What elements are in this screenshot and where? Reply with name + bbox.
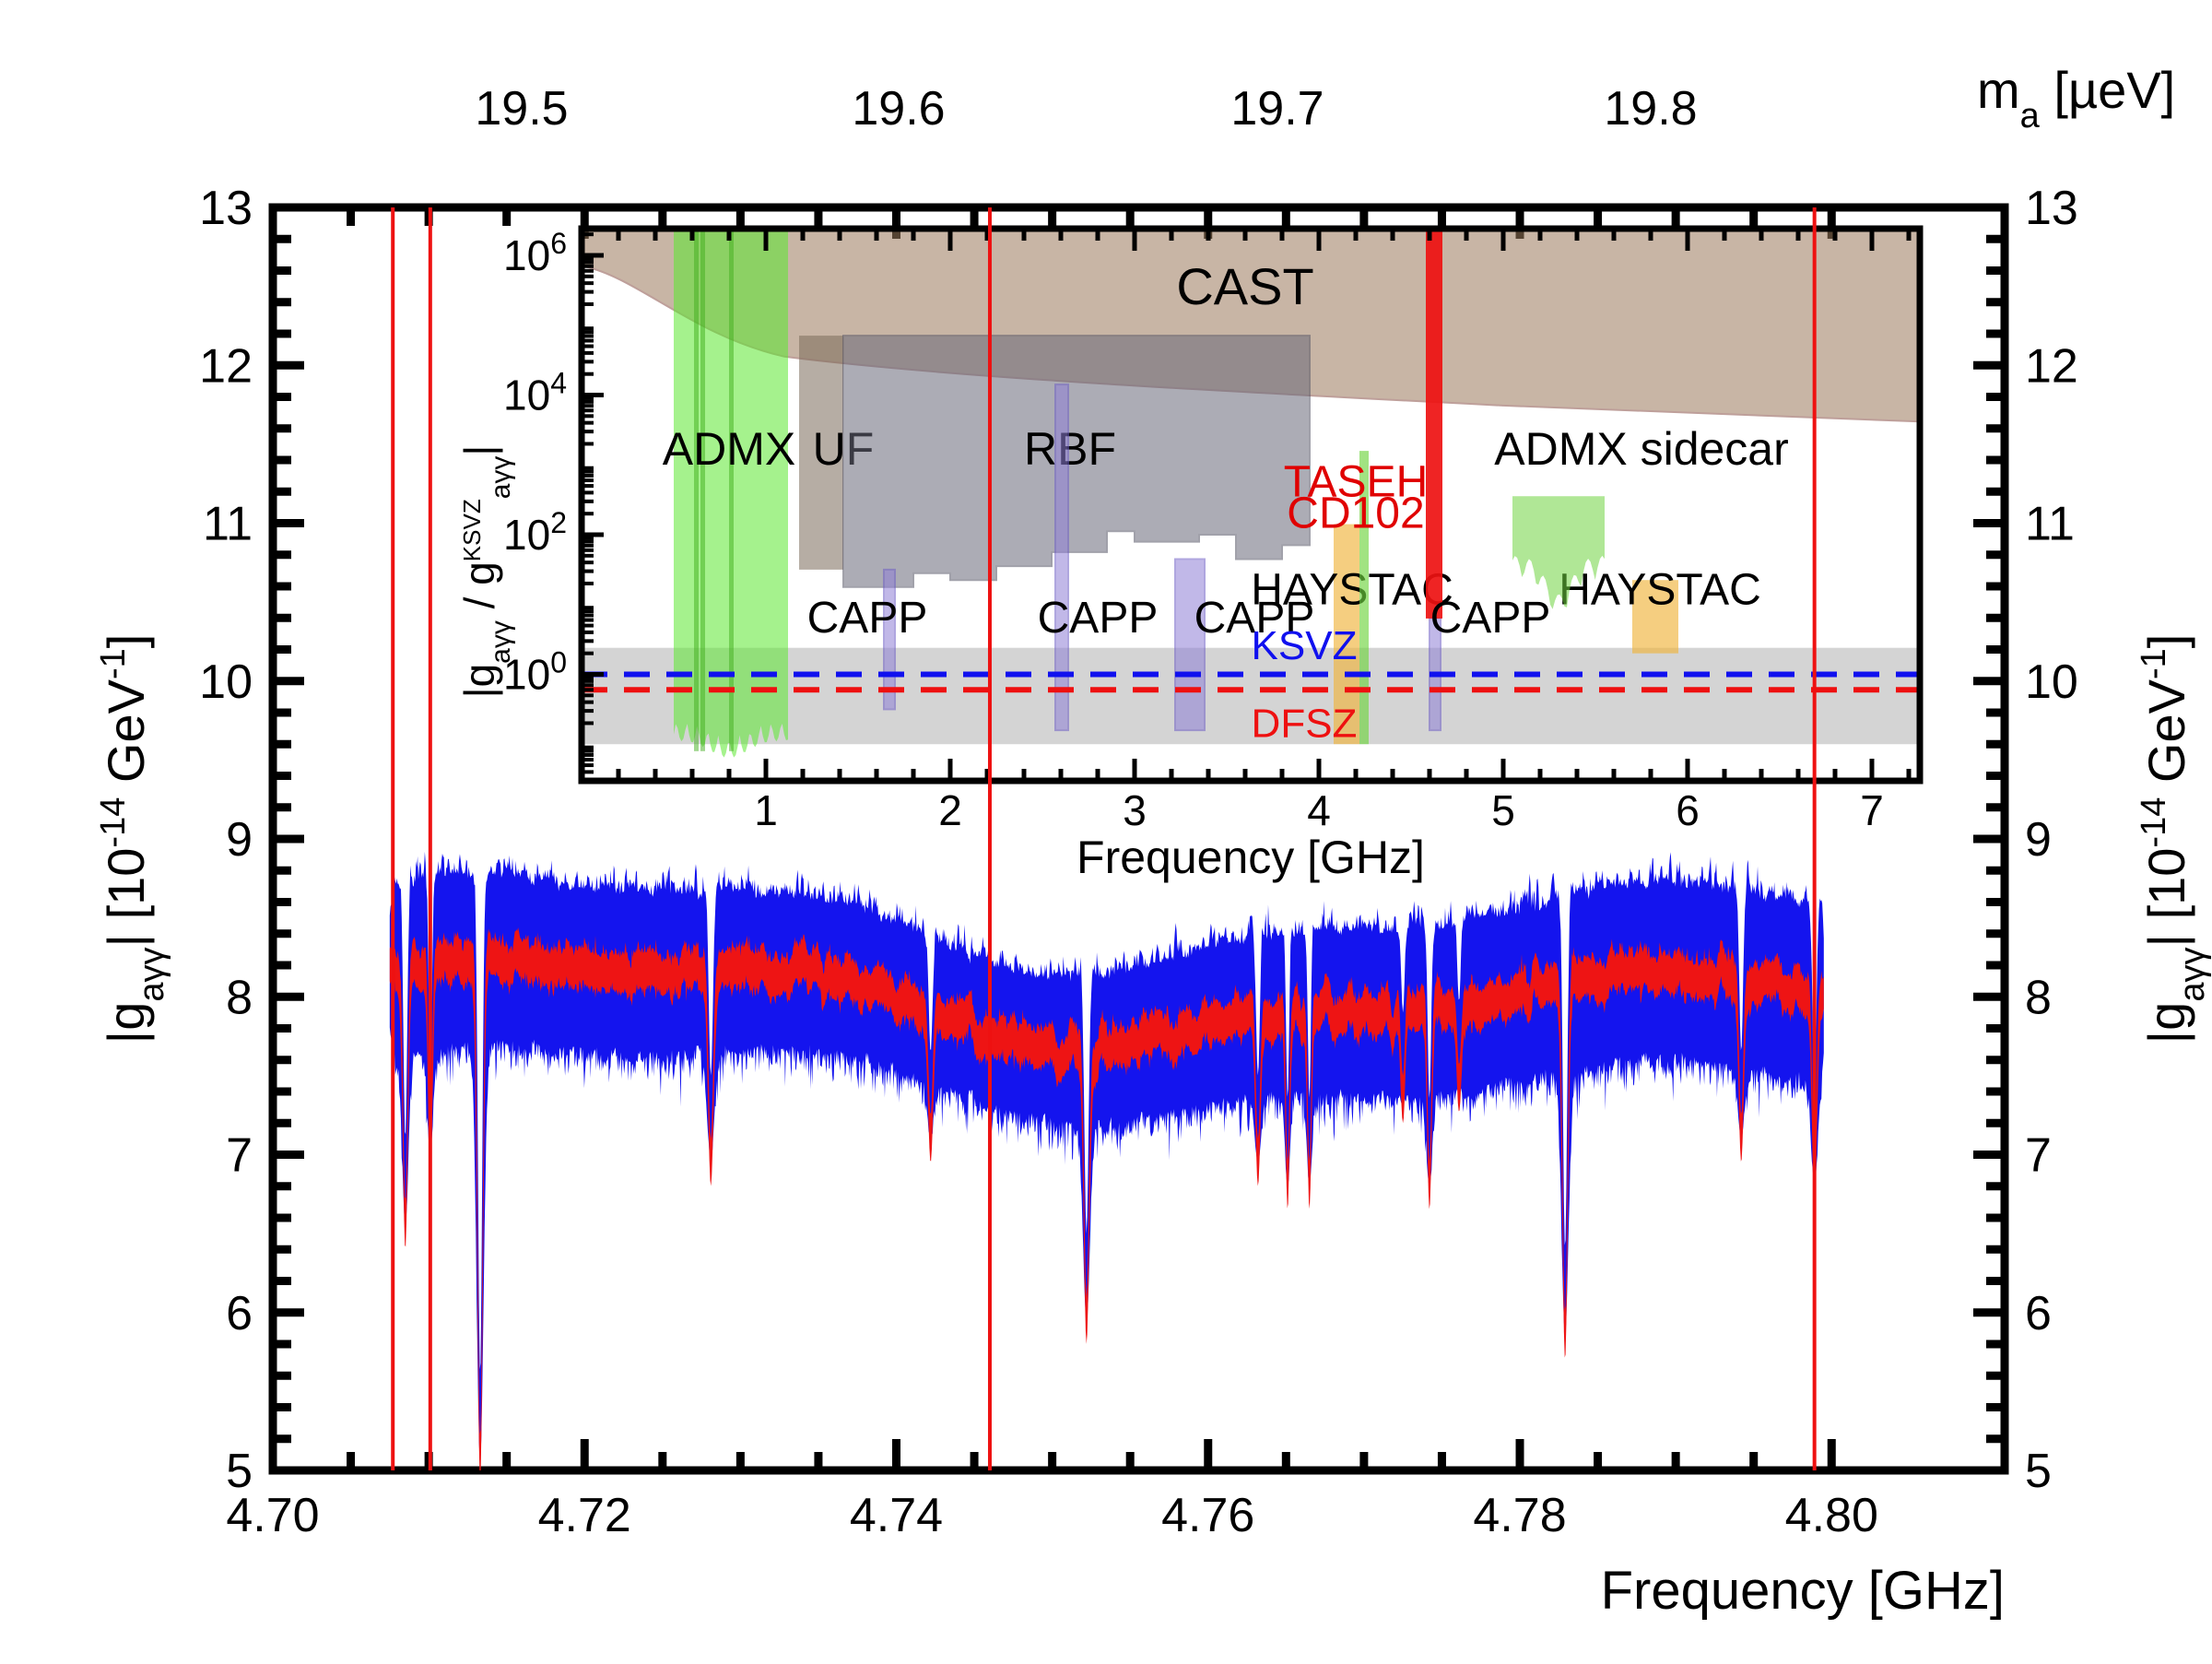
svg-text:5: 5 (1491, 786, 1515, 834)
svg-text:5: 5 (2025, 1445, 2052, 1498)
svg-text:4.80: 4.80 (1785, 1489, 1878, 1542)
svg-text:DFSZ: DFSZ (1252, 702, 1358, 747)
svg-text:12: 12 (199, 339, 253, 393)
svg-text:9: 9 (226, 813, 253, 867)
svg-text:4.72: 4.72 (538, 1489, 631, 1542)
svg-text:19.8: 19.8 (1604, 82, 1697, 136)
svg-text:CAPP: CAPP (1430, 594, 1551, 643)
svg-text:6: 6 (2025, 1287, 2052, 1340)
svg-text:Frequency [GHz]: Frequency [GHz] (1601, 1561, 2005, 1621)
svg-text:4.74: 4.74 (850, 1489, 943, 1542)
svg-text:19.5: 19.5 (475, 82, 568, 136)
svg-text:HAYSTAC: HAYSTAC (1559, 566, 1761, 615)
svg-text:12: 12 (2025, 339, 2078, 393)
svg-text:6: 6 (1676, 786, 1700, 834)
svg-text:7: 7 (2025, 1129, 2052, 1183)
svg-text:19.7: 19.7 (1230, 82, 1324, 136)
svg-text:7: 7 (1860, 786, 1884, 834)
svg-text:8: 8 (226, 971, 253, 1024)
svg-text:10: 10 (199, 655, 253, 709)
svg-text:3: 3 (1123, 786, 1147, 834)
svg-text:4.76: 4.76 (1161, 1489, 1254, 1542)
svg-text:HAYSTAC: HAYSTAC (1251, 566, 1453, 615)
svg-text:6: 6 (226, 1287, 253, 1340)
svg-text:ADMX: ADMX (663, 423, 795, 475)
svg-text:13: 13 (199, 182, 253, 235)
svg-text:19.6: 19.6 (852, 82, 945, 136)
svg-text:8: 8 (2025, 971, 2052, 1024)
svg-text:10: 10 (2025, 655, 2078, 709)
svg-text:2: 2 (938, 786, 962, 834)
svg-text:7: 7 (226, 1129, 253, 1183)
svg-text:KSVZ: KSVZ (1252, 623, 1358, 668)
svg-text:1: 1 (754, 786, 778, 834)
svg-text:CAST: CAST (1176, 257, 1313, 315)
svg-text:RBF: RBF (1024, 423, 1116, 475)
svg-text:11: 11 (2025, 498, 2075, 551)
svg-text:4: 4 (1307, 786, 1331, 834)
svg-text:ADMX sidecar: ADMX sidecar (1494, 423, 1789, 475)
svg-text:13: 13 (2025, 182, 2078, 235)
svg-text:CD102: CD102 (1287, 489, 1424, 537)
svg-text:CAPP: CAPP (1038, 594, 1159, 643)
svg-text:5: 5 (226, 1445, 253, 1498)
svg-text:4.78: 4.78 (1473, 1489, 1566, 1542)
svg-text:11: 11 (203, 498, 253, 551)
svg-text:9: 9 (2025, 813, 2052, 867)
svg-text:CAPP: CAPP (807, 594, 928, 643)
svg-text:Frequency [GHz]: Frequency [GHz] (1077, 832, 1425, 883)
